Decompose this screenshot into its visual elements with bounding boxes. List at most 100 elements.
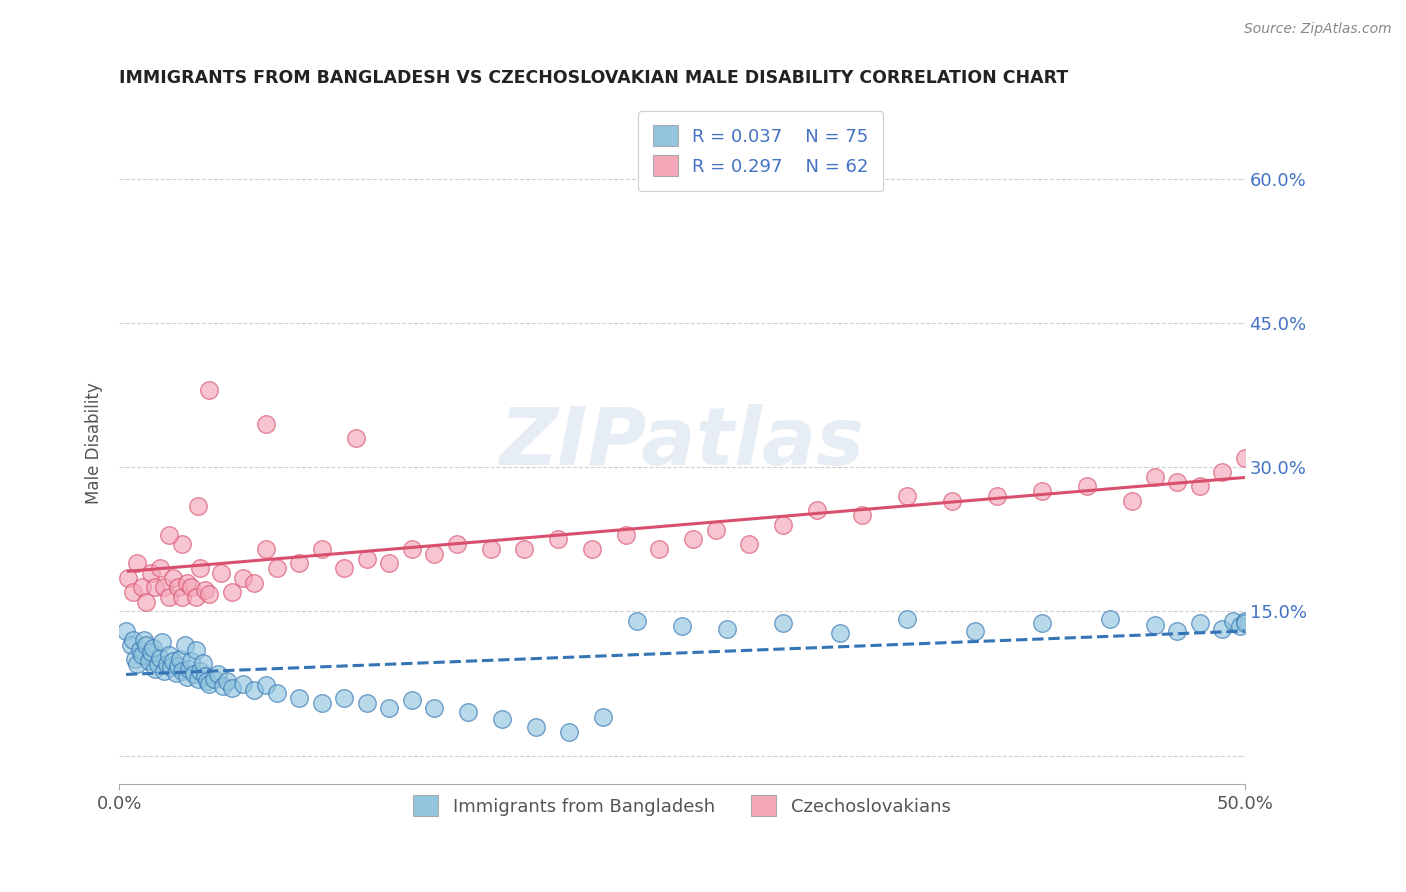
Point <box>143 580 166 594</box>
Point <box>1233 615 1256 630</box>
Point <box>169 652 191 666</box>
Point <box>266 561 288 575</box>
Point <box>1143 618 1166 632</box>
Point <box>166 580 188 594</box>
Point <box>1211 622 1233 636</box>
Point <box>127 557 149 571</box>
Point <box>772 615 794 630</box>
Point <box>211 679 233 693</box>
Point <box>207 666 229 681</box>
Point <box>254 541 277 556</box>
Point <box>135 638 157 652</box>
Point <box>162 654 184 668</box>
Point <box>806 503 828 517</box>
Point <box>160 660 183 674</box>
Point <box>941 494 963 508</box>
Point <box>963 624 986 638</box>
Point <box>191 657 214 671</box>
Point <box>1076 479 1098 493</box>
Point <box>173 638 195 652</box>
Point <box>243 683 266 698</box>
Point <box>851 508 873 523</box>
Point <box>198 676 221 690</box>
Point <box>180 654 202 668</box>
Point <box>172 664 194 678</box>
Point <box>1166 475 1188 489</box>
Point <box>117 571 139 585</box>
Point <box>187 672 209 686</box>
Point <box>172 537 194 551</box>
Point <box>738 537 761 551</box>
Point <box>1188 615 1211 630</box>
Point <box>513 541 536 556</box>
Point <box>491 712 513 726</box>
Point <box>1222 614 1244 628</box>
Point <box>153 580 176 594</box>
Point <box>1211 465 1233 479</box>
Point <box>1229 619 1251 633</box>
Point <box>288 690 311 705</box>
Point <box>194 583 217 598</box>
Point <box>221 585 243 599</box>
Point <box>648 541 671 556</box>
Point <box>172 590 194 604</box>
Point <box>243 575 266 590</box>
Point <box>592 710 614 724</box>
Point <box>716 622 738 636</box>
Point <box>121 585 143 599</box>
Point <box>188 664 211 678</box>
Point <box>446 537 468 551</box>
Point <box>986 489 1008 503</box>
Point <box>139 645 162 659</box>
Point <box>180 580 202 594</box>
Point <box>682 533 704 547</box>
Point <box>202 672 225 686</box>
Point <box>581 541 603 556</box>
Point <box>165 665 187 680</box>
Point <box>311 541 333 556</box>
Point <box>1166 624 1188 638</box>
Text: IMMIGRANTS FROM BANGLADESH VS CZECHOSLOVAKIAN MALE DISABILITY CORRELATION CHART: IMMIGRANTS FROM BANGLADESH VS CZECHOSLOV… <box>120 69 1069 87</box>
Legend: Immigrants from Bangladesh, Czechoslovakians: Immigrants from Bangladesh, Czechoslovak… <box>406 788 957 823</box>
Point <box>266 686 288 700</box>
Point <box>127 657 149 672</box>
Point <box>828 625 851 640</box>
Point <box>120 638 142 652</box>
Point <box>194 669 217 683</box>
Point <box>401 693 423 707</box>
Point <box>128 643 150 657</box>
Point <box>162 571 184 585</box>
Point <box>423 547 446 561</box>
Point <box>149 650 172 665</box>
Point <box>1031 615 1053 630</box>
Point <box>166 659 188 673</box>
Point <box>704 523 727 537</box>
Point <box>142 640 165 655</box>
Point <box>139 566 162 580</box>
Point <box>671 619 693 633</box>
Point <box>195 673 218 688</box>
Point <box>198 384 221 398</box>
Point <box>232 571 254 585</box>
Point <box>184 590 207 604</box>
Point <box>457 706 479 720</box>
Point <box>149 561 172 575</box>
Point <box>1121 494 1143 508</box>
Point <box>401 541 423 556</box>
Point <box>378 557 401 571</box>
Point <box>333 690 356 705</box>
Point <box>198 587 221 601</box>
Point <box>1233 614 1256 628</box>
Point <box>311 696 333 710</box>
Point <box>1031 484 1053 499</box>
Point <box>124 652 146 666</box>
Point <box>344 431 367 445</box>
Point <box>115 624 138 638</box>
Point <box>135 595 157 609</box>
Point <box>626 614 648 628</box>
Point <box>187 499 209 513</box>
Point <box>896 489 918 503</box>
Point <box>254 678 277 692</box>
Point <box>131 580 153 594</box>
Point <box>157 590 180 604</box>
